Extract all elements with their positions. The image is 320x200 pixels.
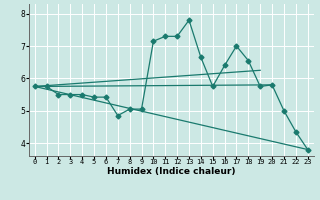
X-axis label: Humidex (Indice chaleur): Humidex (Indice chaleur) xyxy=(107,167,236,176)
